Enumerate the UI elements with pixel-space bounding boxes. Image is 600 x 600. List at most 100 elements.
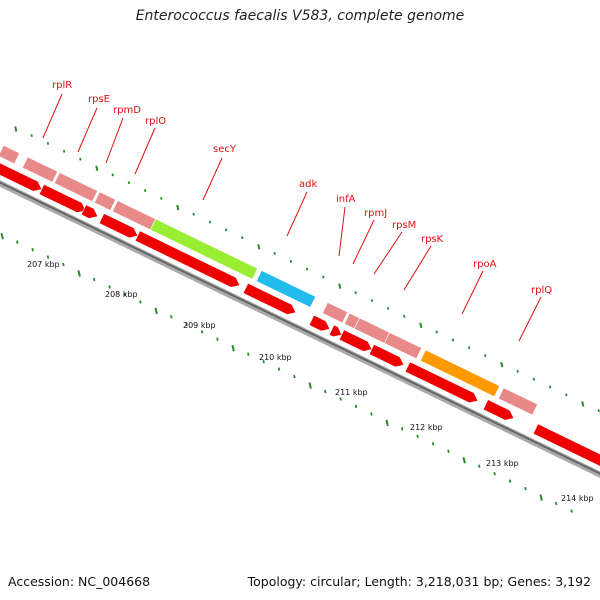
- feature-block: [0, 144, 21, 165]
- outer-tick: [305, 267, 309, 271]
- inner-tick: [370, 412, 373, 416]
- inner-tick: [478, 464, 481, 468]
- leader-line: [134, 127, 156, 175]
- scale-label: 213 kbp: [486, 459, 519, 468]
- inner-tick: [0, 232, 4, 240]
- accession-text: Accession: NC_004668: [8, 574, 151, 589]
- inner-tick: [123, 292, 127, 297]
- outer-tick: [192, 212, 195, 216]
- cds-arrow: [404, 361, 479, 404]
- inner-tick: [324, 389, 327, 394]
- inner-tick: [170, 315, 173, 319]
- outer-tick: [289, 259, 293, 263]
- outer-tick: [208, 220, 212, 224]
- outer-tick: [435, 330, 438, 334]
- inner-tick: [555, 501, 558, 506]
- gene-label-adk: adk: [299, 179, 317, 190]
- outer-tick: [30, 134, 33, 138]
- outer-tick: [597, 409, 600, 413]
- inner-tick: [262, 359, 265, 364]
- leader-line: [352, 219, 375, 265]
- inner-tick: [308, 382, 312, 389]
- leader-line: [403, 245, 432, 291]
- scale-labels: 207 kbp 208 kbp 209 kbp 210 kbp 211 kbp 212 k…: [27, 260, 594, 503]
- leader-line: [202, 157, 223, 201]
- gene-label-rpoA: rpoA: [473, 259, 497, 270]
- inner-tick: [493, 471, 496, 476]
- inner-tick: [200, 330, 204, 334]
- inner-tick: [108, 285, 111, 289]
- leader-line: [286, 191, 308, 237]
- inner-tick: [16, 240, 19, 244]
- leader-line: [518, 296, 542, 342]
- backbone-edge: [0, 181, 600, 475]
- inner-tick: [154, 307, 158, 315]
- cds-arrow: [482, 399, 515, 421]
- inner-tick: [46, 255, 50, 259]
- scale-label: 209 kbp: [183, 321, 216, 330]
- leader-line: [373, 231, 403, 275]
- cds-arrow: [328, 324, 343, 338]
- inner-tick: [185, 322, 188, 327]
- gene-label-rpsE: rpsE: [88, 94, 110, 105]
- cds-arrow: [80, 204, 99, 219]
- inner-tick: [339, 397, 342, 401]
- outer-tick: [451, 338, 455, 342]
- feature-block: [497, 387, 539, 416]
- outer-tick: [548, 385, 552, 389]
- outer-tick: [14, 126, 18, 132]
- gene-label-rpmJ: rpmJ: [364, 208, 387, 219]
- feature-block: [255, 270, 317, 308]
- outer-tick: [95, 165, 99, 171]
- scale-label: 214 kbp: [561, 494, 594, 503]
- outer-tick: [143, 189, 147, 193]
- cds-arrow: [134, 230, 241, 288]
- outer-tick: [419, 322, 423, 329]
- scale-label: 210 kbp: [259, 353, 292, 362]
- feature-track: [0, 144, 539, 416]
- scale-label: 207 kbp: [27, 260, 60, 269]
- outer-tick: [273, 251, 276, 255]
- inner-tick: [354, 404, 358, 409]
- inner-tick: [416, 434, 419, 439]
- inner-tick: [93, 277, 96, 282]
- outer-tick: [79, 157, 82, 161]
- inner-tick: [462, 457, 466, 464]
- inner-tick: [231, 344, 235, 352]
- outer-tick: [257, 244, 261, 250]
- outer-tick: [467, 346, 471, 350]
- outer-tick: [516, 369, 519, 373]
- topology-text: Topology: circular; Length: 3,218,031 bp…: [247, 574, 591, 589]
- outer-tick-track: [14, 126, 600, 413]
- outer-tick: [565, 393, 568, 397]
- inner-tick: [508, 479, 512, 483]
- gene-label-rpmD: rpmD: [113, 105, 141, 116]
- outer-tick: [386, 306, 390, 310]
- outer-tick: [581, 401, 585, 407]
- feature-block: [383, 332, 423, 360]
- scale-label: 208 kbp: [105, 290, 138, 299]
- scale-tick-track: [0, 232, 573, 513]
- inner-tick: [524, 486, 527, 491]
- inner-tick: [539, 494, 543, 501]
- inner-tick: [293, 374, 296, 379]
- map-title: Enterococcus faecalis V583, complete gen…: [135, 8, 465, 24]
- inner-tick: [247, 352, 250, 356]
- outer-tick: [224, 228, 228, 232]
- gene-label-rpsM: rpsM: [392, 220, 416, 231]
- inner-tick: [62, 262, 65, 267]
- cds-arrow: [242, 282, 297, 315]
- outer-tick: [160, 196, 163, 200]
- backbone-line: [0, 180, 600, 478]
- gene-label-secY: secY: [213, 144, 237, 155]
- cds-arrow: [0, 162, 43, 192]
- outer-tick: [532, 377, 536, 381]
- outer-tick: [370, 299, 374, 303]
- outer-tick: [241, 236, 244, 240]
- inner-tick: [431, 442, 435, 446]
- leader-line: [105, 117, 124, 164]
- cds-track: [0, 162, 600, 467]
- outer-tick: [500, 361, 504, 368]
- inner-tick: [77, 270, 81, 277]
- outer-tick: [62, 149, 66, 153]
